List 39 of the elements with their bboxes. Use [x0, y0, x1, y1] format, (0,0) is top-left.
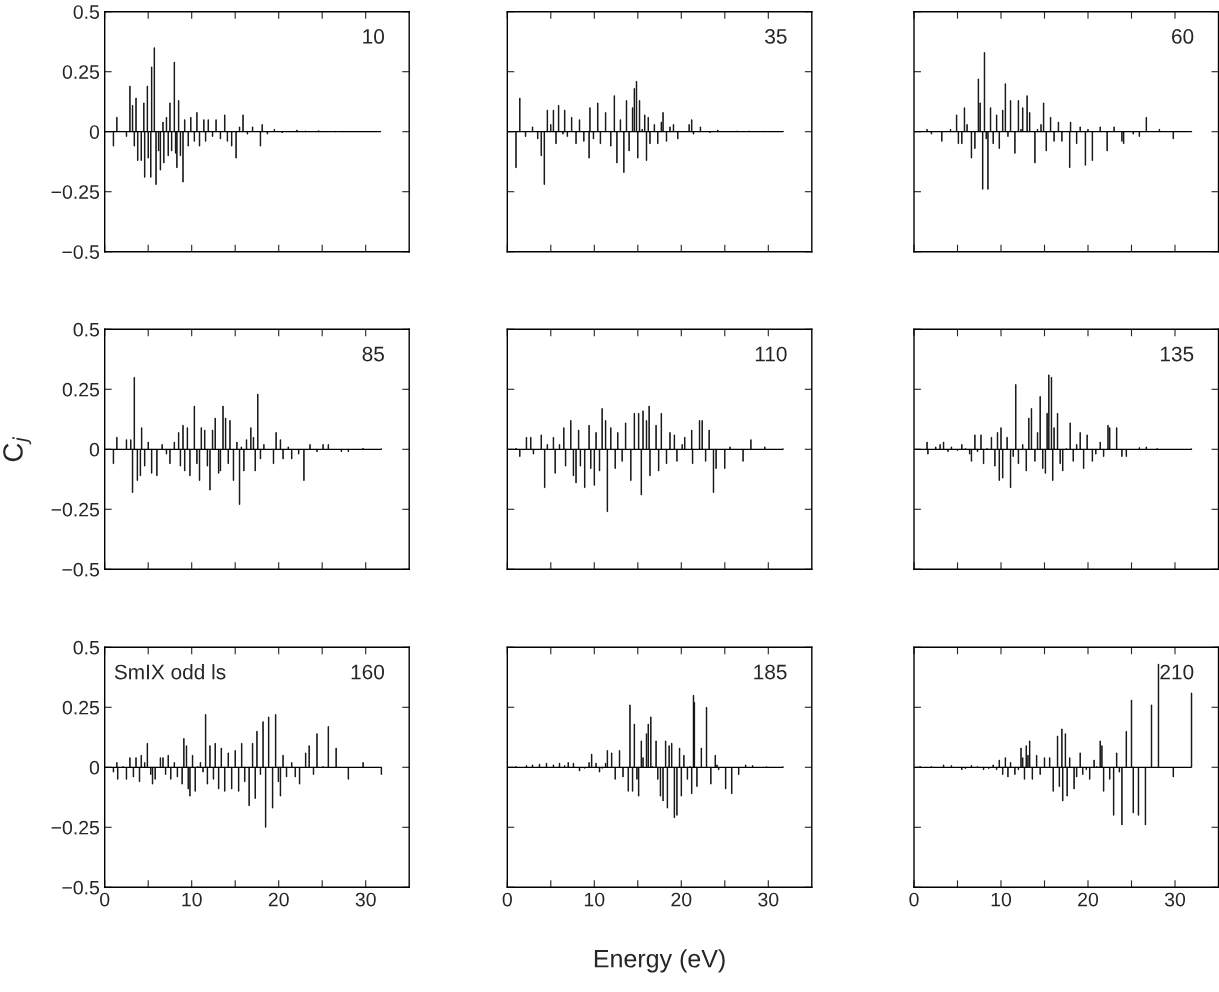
y-tick-label: −0.25 [51, 185, 100, 199]
x-tick-label: 0 [100, 892, 110, 907]
y-tick-label: 0.25 [62, 382, 100, 397]
y-tick-label: −0.25 [51, 820, 100, 835]
y-tick-label: −0.5 [62, 562, 100, 577]
x-tick-label: 0 [502, 892, 512, 907]
x-tick-label: 20 [1078, 892, 1099, 907]
x-tick-label: 10 [991, 892, 1012, 907]
annotation: 10 [363, 29, 385, 44]
x-tick-label: 30 [1164, 892, 1186, 907]
y-tick-label: −0.5 [62, 245, 100, 259]
annotation: 160 [351, 664, 385, 680]
y-tick-label: 0 [89, 442, 100, 457]
y-tick-label: −0.25 [51, 502, 100, 517]
annotation: 60 [1172, 29, 1194, 44]
x-tick-label: 10 [182, 892, 202, 907]
annotation: 210 [1160, 664, 1194, 680]
annotation: 185 [754, 664, 787, 680]
annotation: 135 [1160, 346, 1194, 362]
y-tick-label: 0.5 [73, 640, 100, 655]
y-tick-label: −0.5 [62, 880, 100, 895]
y-tick-label: 0.5 [73, 5, 100, 19]
annotation: 110 [755, 346, 787, 362]
y-tick-label: 0 [89, 760, 100, 775]
annotation: SmIX odd ls [114, 664, 226, 680]
y-axis-title: C$_{j}$ [3, 436, 32, 462]
x-axis-title: Energy (eV) [594, 949, 725, 973]
annotation: 85 [362, 346, 384, 362]
annotation: 35 [765, 29, 787, 44]
x-tick-label: 30 [758, 892, 779, 907]
x-tick-label: 30 [355, 892, 376, 907]
y-tick-label: 0 [89, 125, 100, 139]
y-tick-label: 0.25 [62, 700, 100, 715]
x-tick-label: 10 [584, 892, 605, 907]
x-tick-label: 20 [671, 892, 692, 907]
y-tick-label: 0.5 [73, 322, 100, 337]
x-tick-label: 0 [909, 892, 919, 907]
y-tick-label: 0.25 [62, 65, 100, 79]
x-tick-label: 20 [268, 892, 289, 907]
